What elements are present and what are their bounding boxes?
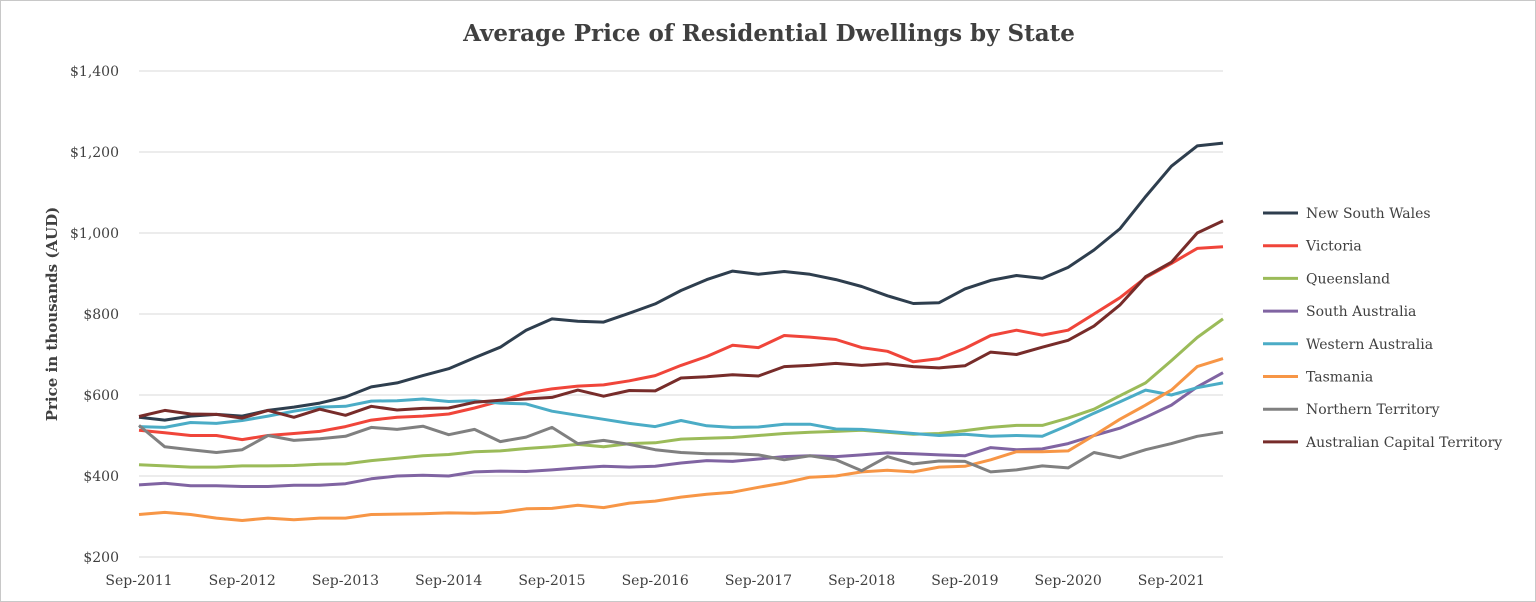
x-tick-label: Sep-2021 xyxy=(1138,573,1205,589)
legend-label: South Australia xyxy=(1306,304,1416,320)
x-tick-label: Sep-2020 xyxy=(1035,573,1102,589)
legend-label: Australian Capital Territory xyxy=(1305,435,1502,451)
series-lines xyxy=(138,141,1224,522)
legend-label: Queensland xyxy=(1306,271,1390,287)
x-tick-label: Sep-2011 xyxy=(105,573,172,589)
y-tick-label: $1,400 xyxy=(70,64,119,80)
x-tick-label: Sep-2016 xyxy=(622,573,689,589)
y-axis-ticks: $200 $400 $600 $800 $1,000 $1,200 $1,400 xyxy=(70,64,119,566)
chart-title: Average Price of Residential Dwellings b… xyxy=(462,20,1075,47)
x-tick-label: Sep-2014 xyxy=(415,573,482,589)
series-line-south-australia xyxy=(138,371,1224,488)
x-tick-label: Sep-2019 xyxy=(931,573,998,589)
y-tick-label: $1,000 xyxy=(70,226,119,242)
y-tick-label: $200 xyxy=(83,550,119,566)
legend-label: Tasmania xyxy=(1306,370,1373,386)
series-line-western-australia xyxy=(138,381,1224,438)
legend-label: Western Australia xyxy=(1306,337,1433,353)
x-tick-label: Sep-2017 xyxy=(725,573,792,589)
series-line-queensland xyxy=(138,317,1224,469)
x-tick-label: Sep-2018 xyxy=(828,573,895,589)
legend-label: Victoria xyxy=(1305,239,1362,255)
series-line-new-south-wales xyxy=(138,141,1224,422)
series-line-tasmania xyxy=(138,357,1224,522)
series-line-northern-territory xyxy=(138,424,1224,474)
series-line-victoria xyxy=(138,245,1224,442)
gridlines xyxy=(139,70,1223,558)
y-tick-label: $600 xyxy=(83,388,119,404)
y-tick-label: $400 xyxy=(83,469,119,485)
legend-label: New South Wales xyxy=(1306,206,1431,222)
series-line-australian-capital-territory xyxy=(138,219,1224,420)
legend: New South Wales Victoria Queensland South A… xyxy=(1263,206,1502,451)
y-tick-label: $800 xyxy=(83,307,119,323)
y-axis-label: Price in thousands (AUD) xyxy=(43,207,61,422)
x-tick-label: Sep-2013 xyxy=(312,573,379,589)
legend-label: Northern Territory xyxy=(1306,402,1440,418)
x-axis-ticks: Sep-2011 Sep-2012 Sep-2013 Sep-2014 Sep-2015… xyxy=(105,573,1205,589)
x-tick-label: Sep-2012 xyxy=(209,573,276,589)
y-tick-label: $1,200 xyxy=(70,145,119,161)
x-tick-label: Sep-2015 xyxy=(518,573,585,589)
